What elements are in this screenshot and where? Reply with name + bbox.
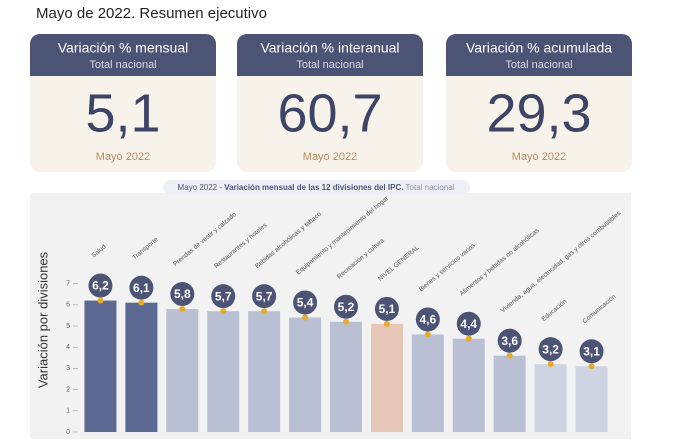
bar	[411, 334, 444, 432]
card-header	[446, 34, 632, 76]
bar	[84, 300, 117, 432]
value-badge	[293, 290, 318, 315]
page-title: Mayo de 2022. Resumen ejecutivo	[36, 5, 267, 22]
y-tick-label: 6	[66, 302, 70, 309]
value-badge	[374, 296, 399, 321]
value-label: 5,7	[215, 289, 232, 303]
card-title: Variación % mensual	[58, 40, 188, 56]
bar	[125, 302, 158, 432]
value-label: 3,6	[501, 334, 518, 348]
value-badge	[538, 337, 563, 362]
card-footer: Mayo 2022	[96, 151, 150, 163]
value-badge	[415, 307, 440, 332]
card-header	[30, 34, 216, 76]
bar-top-dot	[343, 318, 349, 325]
bar	[330, 321, 362, 432]
card-footer: Mayo 2022	[512, 151, 566, 163]
value-badge	[334, 294, 358, 319]
card-title: Variación % interanual	[260, 40, 399, 56]
bar	[493, 355, 526, 432]
value-label: 3,2	[542, 342, 559, 356]
value-label: 5,4	[297, 296, 314, 310]
card-title: Variación % acumulada	[466, 40, 612, 56]
card-subtitle: Total nacional	[505, 59, 572, 71]
y-tick-label: 7	[66, 280, 70, 287]
y-tick-label: 4	[66, 344, 70, 351]
value-label: 3,1	[583, 344, 600, 358]
y-tick-label: 1	[66, 408, 70, 415]
value-badge	[88, 273, 113, 298]
value-label: 5,7	[256, 289, 273, 303]
card-subtitle: Total nacional	[296, 59, 363, 71]
bar	[166, 309, 199, 432]
bar	[534, 364, 567, 432]
bar-top-dot	[588, 363, 595, 370]
card-value: 29,3	[486, 83, 591, 143]
bar	[370, 323, 403, 432]
value-badge	[170, 282, 195, 307]
value-label: 4,6	[420, 313, 437, 327]
card-value: 60,7	[277, 83, 382, 143]
card-header	[237, 34, 423, 76]
value-label: 5,1	[379, 302, 396, 316]
bar-top-dot	[506, 352, 513, 359]
bar-top-dot	[261, 308, 268, 315]
bar-top-dot	[547, 361, 554, 368]
card-subtitle: Total nacional	[89, 59, 156, 71]
value-badge	[456, 311, 481, 336]
bar-top-dot	[138, 299, 145, 306]
card-footer: Mayo 2022	[303, 151, 357, 163]
value-badge	[497, 328, 522, 353]
bar	[248, 311, 281, 432]
y-tick-label: 2	[66, 386, 70, 393]
value-label: 4,4	[460, 317, 477, 331]
y-tick-label: 0	[66, 429, 70, 436]
card-value: 5,1	[85, 83, 160, 143]
value-badge	[252, 284, 277, 309]
bar-top-dot	[424, 331, 431, 338]
bar-top-dot	[220, 308, 227, 315]
bar-top-dot	[383, 320, 390, 327]
bar-top-dot	[97, 297, 104, 304]
value-label: 6,1	[133, 281, 150, 295]
chart-title-pill	[163, 180, 470, 195]
bar	[575, 366, 608, 432]
value-badge	[211, 284, 236, 309]
bar	[452, 338, 485, 432]
bar-top-dot	[179, 306, 186, 313]
value-badge	[129, 275, 154, 300]
bar	[289, 317, 322, 432]
y-axis-label: Variación por divisiones	[35, 251, 50, 388]
y-tick-label: 5	[66, 323, 70, 330]
bar-top-dot	[465, 335, 472, 342]
value-label: 5,2	[338, 300, 355, 314]
bar-top-dot	[302, 314, 309, 321]
value-label: 5,8	[174, 287, 191, 301]
value-badge	[579, 339, 604, 364]
chart-title: Mayo 2022 - Variación mensual de las 12 …	[178, 183, 455, 192]
y-tick-label: 3	[66, 365, 70, 372]
bar	[207, 311, 240, 432]
value-label: 6,2	[92, 279, 109, 293]
